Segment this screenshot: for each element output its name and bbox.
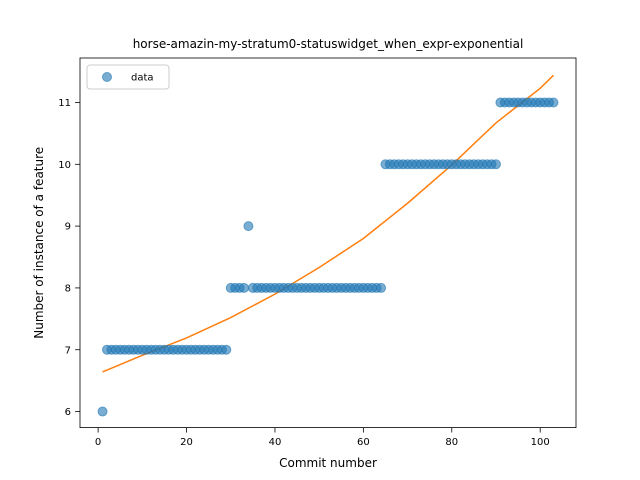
plot-frame — [79, 57, 577, 429]
data-point — [97, 406, 108, 417]
y-axis-label: Number of instance of a feature — [32, 147, 46, 339]
y-tick-label: 7 — [65, 345, 71, 356]
points-layer — [97, 97, 559, 417]
legend-label-data: data — [131, 73, 154, 84]
data-point — [548, 97, 559, 108]
y-tick-label: 11 — [58, 98, 71, 109]
fit-line — [102, 74, 554, 373]
y-tick-label: 10 — [58, 160, 71, 171]
fit-layer — [102, 74, 554, 373]
x-tick-label: 100 — [531, 437, 550, 448]
plot-area — [80, 58, 576, 428]
data-point — [490, 159, 501, 170]
ticks-layer: 0 20 40 60 80 100 6 7 8 9 10 11 — [58, 98, 549, 448]
x-tick-label: 20 — [180, 437, 193, 448]
y-tick-label: 8 — [65, 284, 71, 295]
y-tick-label: 9 — [65, 222, 71, 233]
data-point — [243, 221, 254, 232]
data-point — [239, 282, 250, 293]
x-tick-label: 60 — [357, 437, 370, 448]
legend-box — [86, 64, 170, 90]
x-axis-label: Commit number — [279, 456, 377, 470]
x-tick-label: 0 — [95, 437, 101, 448]
data-point — [221, 344, 232, 355]
x-tick-label: 80 — [445, 437, 458, 448]
legend: data — [86, 64, 170, 90]
legend-marker — [102, 72, 112, 82]
chart-title: horse-amazin-my-stratum0-statuswidget_wh… — [133, 37, 524, 51]
x-tick-label: 40 — [269, 437, 282, 448]
data-point — [376, 282, 387, 293]
y-tick-label: 6 — [65, 407, 71, 418]
